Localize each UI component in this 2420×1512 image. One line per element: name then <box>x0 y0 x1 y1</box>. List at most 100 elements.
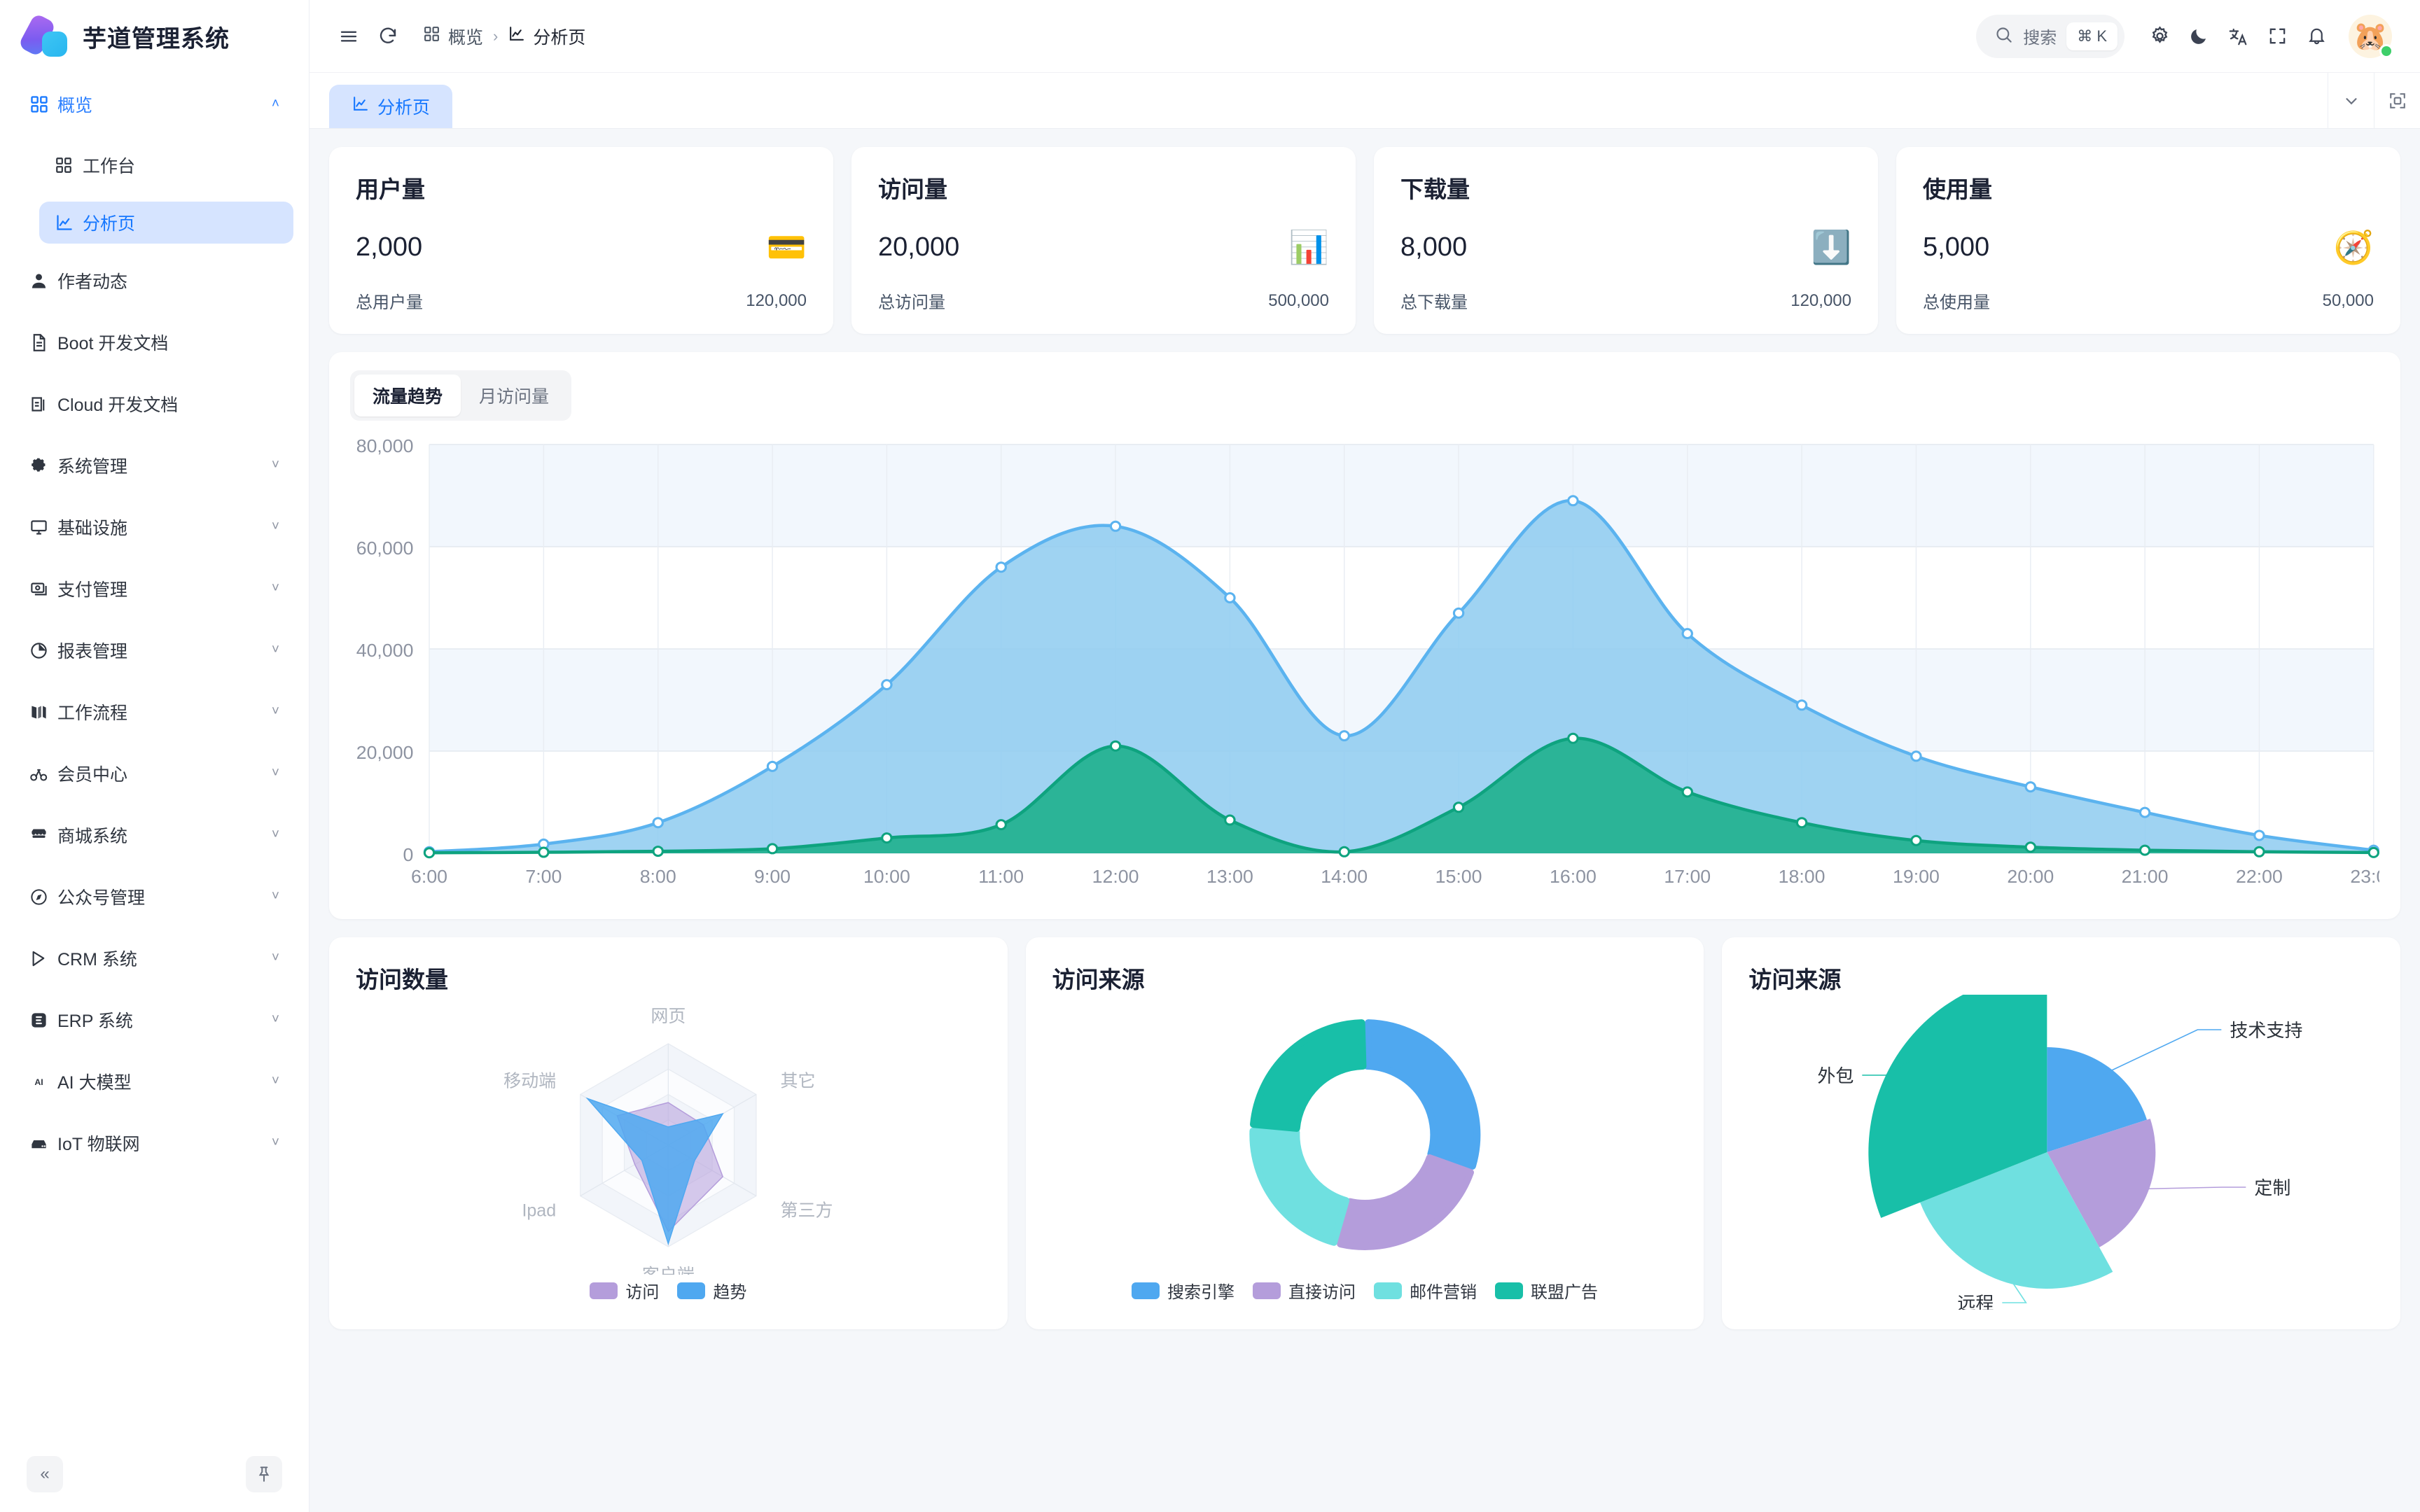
sidebar-item-analysis[interactable]: 分析页 <box>39 202 293 244</box>
pin-icon[interactable] <box>246 1456 282 1492</box>
sidebar-item-author[interactable]: 作者动态 <box>15 259 293 302</box>
chevron-down-icon: ˅ <box>271 951 279 965</box>
sidebar-item-label: 商城系统 <box>57 827 128 846</box>
data-point <box>1567 732 1579 744</box>
area-chart: 0 20,000 40,000 60,000 80,000 6:00 7:00 8:00 9:0… <box>350 435 2397 897</box>
breadcrumb-item-overview[interactable]: 概览 <box>423 24 483 49</box>
sidebar-item-label: 基础设施 <box>57 519 128 538</box>
sidebar-item-label: Boot 开发文档 <box>57 334 169 354</box>
tab-traffic-trend[interactable]: 流量趋势 <box>354 374 461 416</box>
sidebar: 芋道管理系统 概览 ˄ 工作台 分析页 作者动态 Boo <box>0 0 310 1512</box>
sidebar-item-report[interactable]: 报表管理 ˅ <box>15 629 293 672</box>
donut-slice <box>1363 1019 1480 1170</box>
data-point <box>1109 740 1122 752</box>
refresh-icon[interactable] <box>368 17 408 56</box>
chevron-down-icon[interactable] <box>2328 73 2374 129</box>
sidebar-item-erp[interactable]: ERP 系统 ˅ <box>15 998 293 1042</box>
sidebar-item-infra[interactable]: 基础设施 ˅ <box>15 505 293 549</box>
stat-value: 2,000 <box>356 232 423 262</box>
sidebar-item-workbench[interactable]: 工作台 <box>39 144 293 186</box>
sidebar-item-crm[interactable]: CRM 系统 ˅ <box>15 937 293 980</box>
gear-icon <box>29 456 57 475</box>
legend-label: 直接访问 <box>1288 1283 1356 1302</box>
tab-monthly-visits[interactable]: 月访问量 <box>479 387 550 407</box>
radar-axis-label: 客户端 <box>642 1266 695 1275</box>
data-point <box>538 846 550 858</box>
sidebar-item-cloud-docs[interactable]: Cloud 开发文档 <box>15 382 293 426</box>
stat-foot-value: 50,000 <box>2322 290 2374 310</box>
stat-foot-label: 总使用量 <box>1923 293 1990 312</box>
maximize-icon[interactable] <box>2374 73 2420 129</box>
stat-footer: 总下载量 120,000 <box>1400 288 1851 313</box>
search-input[interactable]: 搜索 ⌘ K <box>1976 14 2125 58</box>
radar-axis-label: 第三方 <box>781 1201 833 1221</box>
radar-axis-label: 其它 <box>781 1072 816 1091</box>
piechart-icon <box>29 641 57 660</box>
tabbar-actions <box>2328 73 2420 129</box>
topbar: 概览 › 分析页 搜索 ⌘ K <box>310 0 2420 73</box>
donut-slice <box>1336 1154 1474 1250</box>
pie-slice-label: 外包 <box>1818 1065 1854 1086</box>
breadcrumb-separator: › <box>493 27 499 45</box>
search-placeholder: 搜索 <box>2023 29 2057 48</box>
breadcrumb-item-analysis[interactable]: 分析页 <box>508 24 585 49</box>
crm-icon <box>29 949 57 968</box>
data-point <box>766 760 779 772</box>
chevron-down-icon: ˅ <box>271 1012 279 1027</box>
sidebar-item-mp[interactable]: 公众号管理 ˅ <box>15 875 293 918</box>
member-icon <box>29 764 57 783</box>
data-point <box>1795 699 1808 711</box>
gear-icon[interactable] <box>2140 17 2179 56</box>
sidebar-item-overview[interactable]: 概览 ˄ <box>15 83 293 126</box>
monitor-icon <box>29 518 57 537</box>
data-point <box>1910 750 1922 762</box>
hamburger-icon[interactable] <box>329 17 368 56</box>
legend-item[interactable]: 直接访问 <box>1253 1278 1356 1303</box>
stat-footer: 总用户量 120,000 <box>356 288 807 313</box>
legend-swatch <box>1253 1282 1281 1299</box>
data-point <box>2253 830 2265 841</box>
sidebar-item-member[interactable]: 会员中心 ˅ <box>15 752 293 795</box>
legend-swatch <box>1374 1282 1402 1299</box>
data-point <box>652 817 664 829</box>
fullscreen-icon[interactable] <box>2258 17 2297 56</box>
legend-item[interactable]: 搜索引擎 <box>1132 1278 1235 1303</box>
download-icon: ⬇️ <box>1811 229 1851 265</box>
sidebar-item-payment[interactable]: 支付管理 ˅ <box>15 567 293 610</box>
sidebar-item-mall[interactable]: 商城系统 ˅ <box>15 813 293 857</box>
tab-analysis[interactable]: 分析页 <box>329 85 453 128</box>
chevron-down-icon: ˅ <box>271 1074 279 1088</box>
legend-item[interactable]: 访问 <box>590 1278 659 1303</box>
data-point <box>995 561 1007 573</box>
logo-icon <box>18 13 70 59</box>
stat-footer: 总使用量 50,000 <box>1923 288 2374 313</box>
moon-icon[interactable] <box>2179 17 2218 56</box>
sidebar-item-ai[interactable]: AI AI 大模型 ˅ <box>15 1060 293 1103</box>
data-point <box>423 847 436 859</box>
y-axis-tick: 40,000 <box>356 640 414 661</box>
sidebar-item-label: 工作流程 <box>57 704 128 723</box>
x-axis-tick: 19:00 <box>1893 866 1940 887</box>
x-axis-tick: 12:00 <box>1092 866 1139 887</box>
legend-item[interactable]: 联盟广告 <box>1495 1278 1598 1303</box>
sidebar-item-system[interactable]: 系统管理 ˅ <box>15 444 293 487</box>
translate-icon[interactable] <box>2218 17 2258 56</box>
legend-item[interactable]: 邮件营销 <box>1374 1278 1477 1303</box>
card-title: 访问来源 <box>1748 967 1842 993</box>
legend-item[interactable]: 趋势 <box>677 1278 746 1303</box>
sidebar-item-workflow[interactable]: 工作流程 ˅ <box>15 690 293 734</box>
stat-foot-value: 120,000 <box>746 290 807 310</box>
chevron-down-icon: ˅ <box>271 889 279 904</box>
sidebar-collapse-button[interactable]: « <box>27 1456 63 1492</box>
bell-icon[interactable] <box>2297 17 2336 56</box>
y-axis-tick: 80,000 <box>356 435 414 456</box>
sidebar-item-boot-docs[interactable]: Boot 开发文档 <box>15 321 293 364</box>
search-shortcut: ⌘ K <box>2066 22 2118 50</box>
data-point <box>1681 786 1693 798</box>
content: 用户量 2,000 💳 总用户量 120,000 访问量 20,000 📊 <box>310 129 2420 1512</box>
app-logo[interactable]: 芋道管理系统 <box>0 0 309 73</box>
visit-count-card: 访问数量 网页其它第三方客户端 Ipad 移动端 访问 趋势 <box>329 937 1008 1329</box>
breadcrumb-label: 分析页 <box>533 27 586 48</box>
avatar[interactable]: 🐹 <box>2349 14 2393 58</box>
sidebar-item-iot[interactable]: IoT 物联网 ˅ <box>15 1121 293 1165</box>
